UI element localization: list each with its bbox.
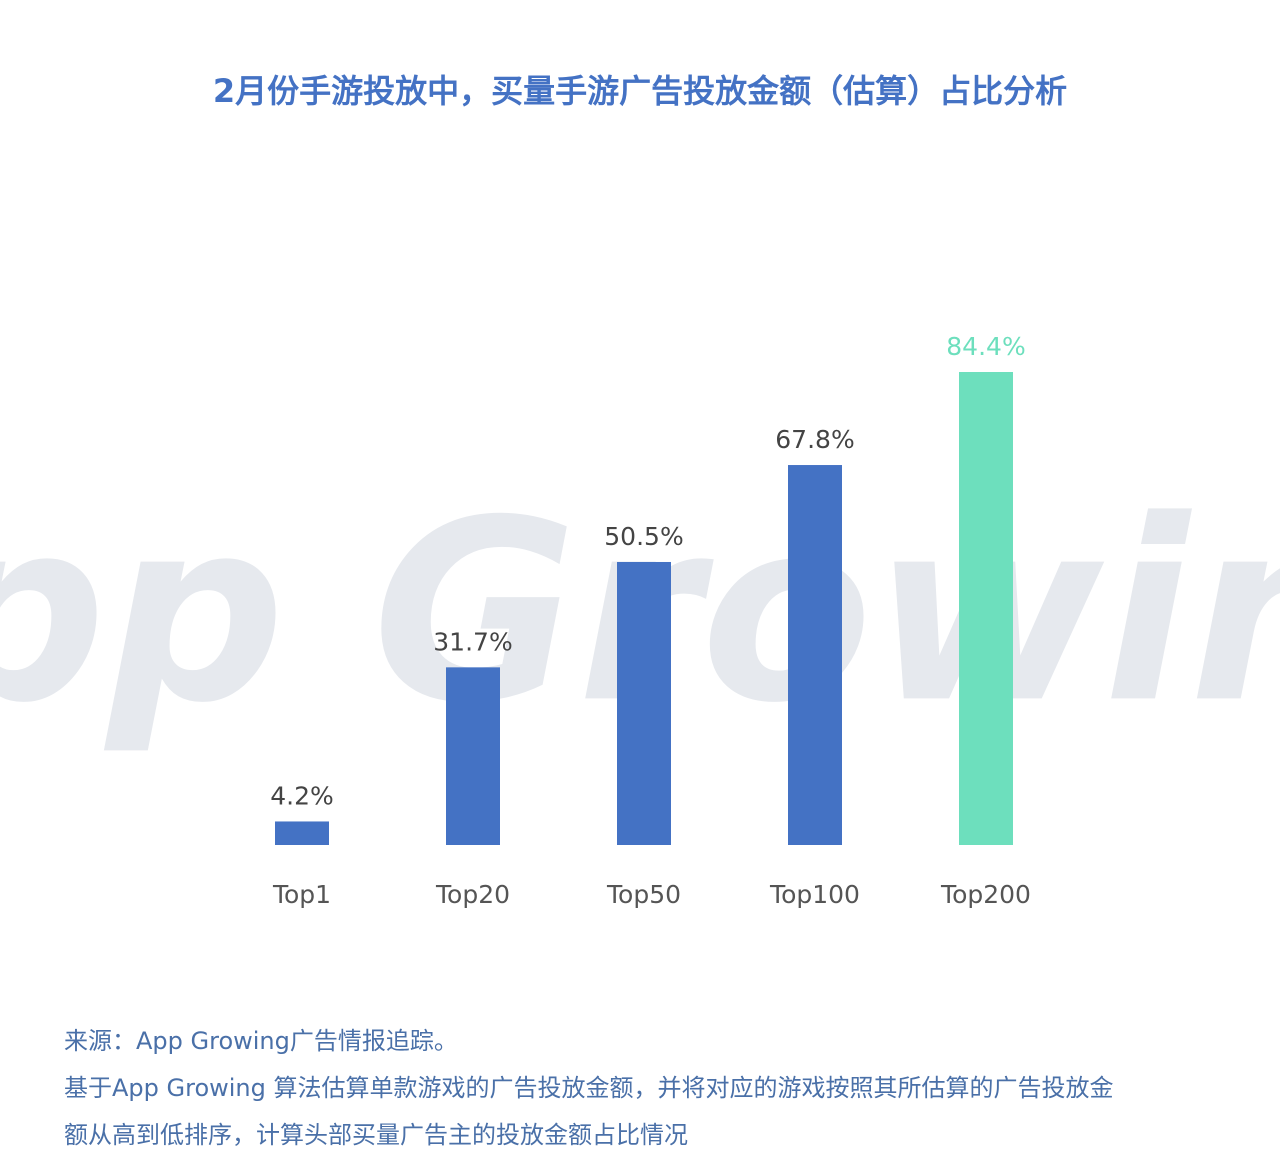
value-label: 50.5% [604, 522, 683, 551]
x-tick-label: Top1 [272, 880, 331, 909]
x-tick-label: Top20 [435, 880, 510, 909]
note: 来源：App Growing广告情报追踪。 [64, 1027, 458, 1055]
value-label: 67.8% [775, 425, 854, 454]
bar [617, 561, 671, 845]
value-label: 84.4% [946, 332, 1025, 361]
bar [959, 372, 1013, 845]
note: 基于App Growing 算法估算单款游戏的广告投放金额，并将对应的游戏按照其… [64, 1074, 1114, 1102]
x-tick-label: Top200 [940, 880, 1031, 909]
value-label: 31.7% [433, 627, 512, 656]
bar [788, 465, 842, 845]
x-tick-label: Top100 [769, 880, 860, 909]
note: 额从高到低排序，计算头部买量广告主的投放金额占比情况 [64, 1121, 688, 1149]
bar [275, 821, 329, 845]
chart-title: 2月份手游投放中，买量手游广告投放金额（估算）占比分析 [213, 72, 1067, 110]
x-tick-label: Top50 [606, 880, 681, 909]
value-label: 4.2% [270, 781, 334, 810]
bar [446, 667, 500, 845]
